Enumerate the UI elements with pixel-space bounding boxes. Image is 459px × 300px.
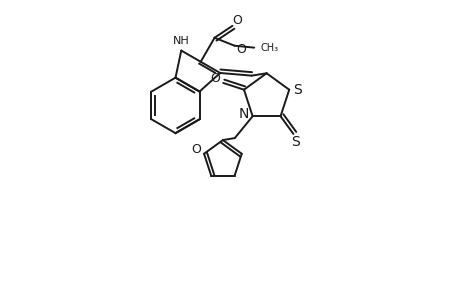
Text: CH₃: CH₃ xyxy=(260,43,278,52)
Text: S: S xyxy=(292,83,301,97)
Text: O: O xyxy=(236,43,246,56)
Text: O: O xyxy=(210,71,220,85)
Text: NH: NH xyxy=(173,36,189,46)
Text: O: O xyxy=(232,14,242,27)
Text: O: O xyxy=(191,143,201,156)
Text: S: S xyxy=(291,135,299,149)
Text: N: N xyxy=(238,107,248,121)
